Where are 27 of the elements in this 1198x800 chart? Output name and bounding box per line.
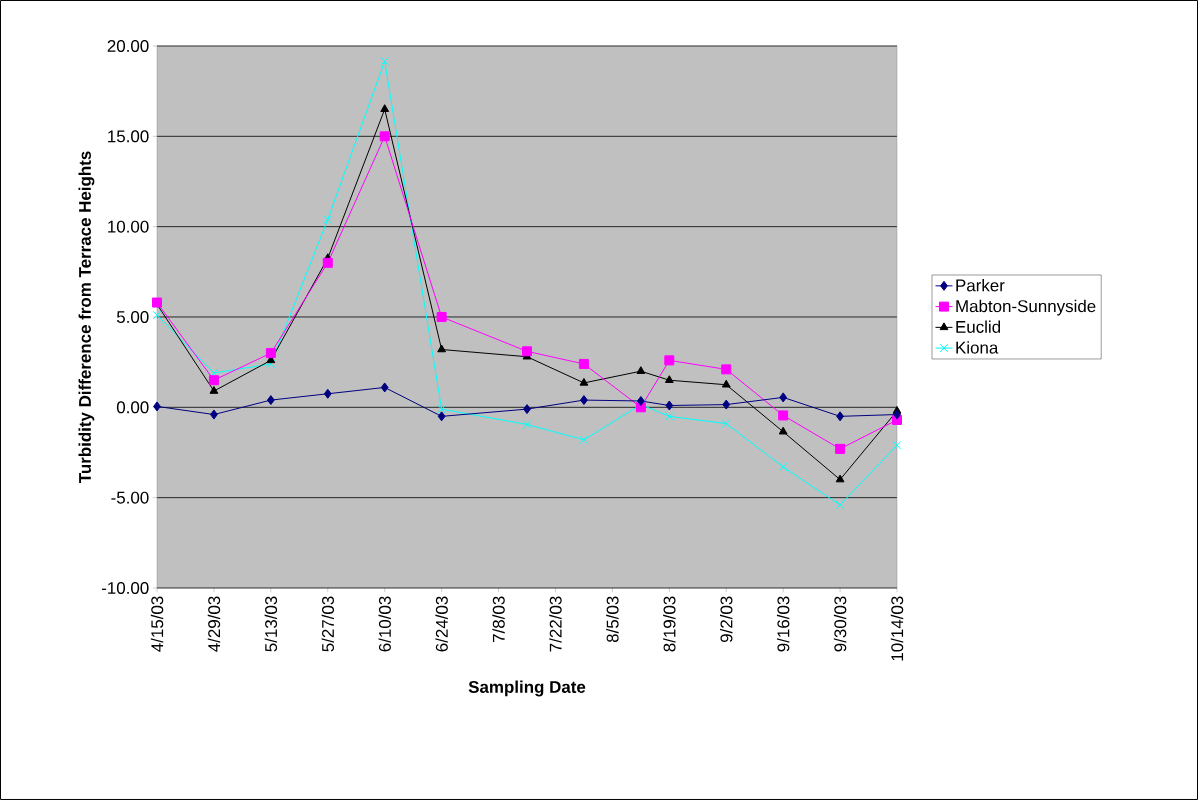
x-tick-label: 8/5/03 [606, 596, 619, 643]
x-tick-label: 5/13/03 [264, 596, 278, 652]
x-axis-title: Sampling Date [468, 680, 586, 697]
y-tick-label: 0.00 [116, 401, 149, 414]
y-axis-title: Turbidity Difference from Terrace Heights [78, 151, 95, 484]
x-tick-label: 7/8/03 [492, 596, 505, 642]
x-tick-label: 9/16/03 [776, 596, 790, 652]
x-tick-label: 9/2/03 [720, 596, 733, 643]
legend-label: Kiona [956, 341, 999, 354]
legend-label: Euclid [956, 320, 1001, 333]
x-tick-label: 7/22/03 [549, 596, 562, 652]
y-tick-label: -5.00 [111, 491, 149, 504]
x-tick-label: 4/29/03 [207, 596, 221, 652]
x-tick-label: 9/30/03 [833, 596, 847, 652]
y-tick-label: 5.00 [116, 310, 149, 323]
x-tick-label: 10/14/03 [890, 596, 904, 661]
x-tick-label: 6/10/03 [378, 596, 391, 652]
legend-label: Parker [956, 278, 1005, 292]
x-tick-label: 4/15/03 [150, 596, 164, 652]
y-tick-label: 10.00 [108, 220, 149, 233]
x-tick-label: 5/27/03 [321, 596, 334, 652]
x-tick-label: 8/19/03 [663, 596, 676, 652]
y-tick-label: -10.00 [101, 581, 149, 594]
y-tick-label: 20.00 [107, 39, 149, 52]
y-tick-label: 15.00 [108, 130, 149, 143]
legend-label: Mabton-Sunnyside [956, 299, 1096, 316]
x-tick-label: 6/24/03 [435, 596, 448, 652]
